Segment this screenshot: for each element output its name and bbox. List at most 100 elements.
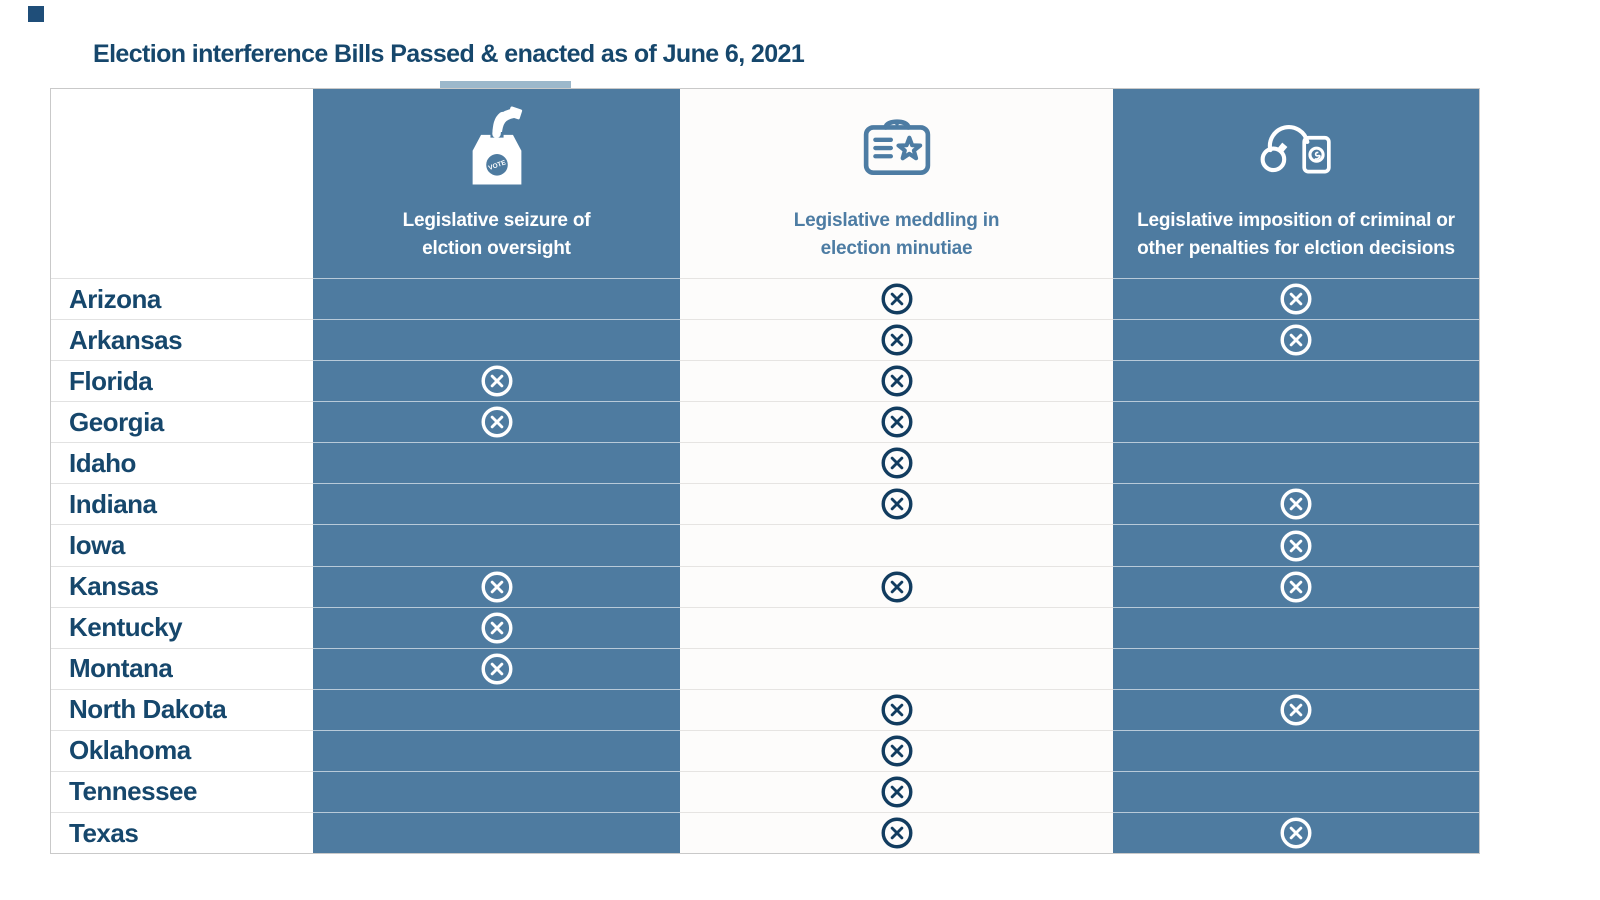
- state-label: Florida: [69, 365, 153, 396]
- table-row: Arizona: [51, 278, 1479, 320]
- page-title: Election interference Bills Passed & ena…: [93, 40, 805, 68]
- penalties-cell: [1113, 688, 1479, 730]
- seizure-cell: [313, 688, 680, 730]
- table-body: Arizona Arkansas Florida: [51, 278, 1479, 854]
- circled-x-icon: [881, 776, 912, 808]
- state-label: Kansas: [69, 571, 159, 602]
- circled-x-icon: [481, 612, 512, 644]
- seizure-cell: [313, 360, 680, 402]
- penalties-cell: [1113, 278, 1479, 320]
- penalties-cell: [1113, 319, 1479, 361]
- state-label: Tennessee: [69, 776, 197, 807]
- state-label: Iowa: [69, 530, 125, 560]
- seizure-cell: [313, 524, 680, 566]
- state-label: Oklahoma: [69, 735, 191, 766]
- circled-x-icon: [481, 406, 512, 438]
- meddling-cell: [680, 442, 1113, 484]
- circled-x-icon: [881, 447, 912, 479]
- penalties-cell: [1113, 812, 1479, 854]
- meddling-cell: [680, 812, 1113, 854]
- state-cell: Idaho: [51, 442, 313, 484]
- column-label: Legislative seizure of elction oversight: [402, 210, 591, 259]
- state-label: Texas: [69, 817, 139, 848]
- seizure-cell: [313, 647, 680, 689]
- state-cell: Montana: [51, 647, 313, 689]
- meddling-cell: [680, 278, 1113, 320]
- seizure-cell: [313, 442, 680, 484]
- table-row: Idaho: [51, 442, 1479, 484]
- state-cell: Indiana: [51, 483, 313, 525]
- state-label: Arizona: [69, 283, 161, 314]
- column-label: Legislative meddling in election minutia…: [793, 210, 1000, 259]
- circled-x-icon: [881, 283, 912, 315]
- penalties-cell: [1113, 483, 1479, 525]
- column-header-penalties: Legislative imposition of criminal or ot…: [1113, 89, 1479, 279]
- seizure-cell: [313, 401, 680, 443]
- column-header-meddling: Legislative meddling in election minutia…: [680, 89, 1113, 279]
- circled-x-icon: [881, 406, 912, 438]
- state-cell: Tennessee: [51, 770, 313, 813]
- state-cell: Texas: [51, 812, 313, 854]
- decorative-square: [28, 6, 44, 22]
- state-cell: Kentucky: [51, 606, 313, 648]
- penalties-cell: [1113, 770, 1479, 813]
- circled-x-icon: [881, 817, 912, 849]
- table-row: Arkansas: [51, 319, 1479, 361]
- circled-x-icon: [1280, 571, 1312, 603]
- corner-cell: [51, 89, 313, 279]
- meddling-cell: [680, 729, 1113, 771]
- table-header-row: VOTE Legislative seizure of elction over…: [51, 89, 1479, 279]
- circled-x-icon: [1280, 488, 1312, 520]
- table-row: Georgia: [51, 401, 1479, 443]
- circled-x-icon: [1280, 283, 1312, 315]
- circled-x-icon: [481, 365, 512, 397]
- table-row: Montana: [51, 647, 1479, 689]
- state-cell: Iowa: [51, 524, 313, 566]
- table-row: Florida: [51, 360, 1479, 402]
- state-cell: Georgia: [51, 401, 313, 443]
- circled-x-icon: [1280, 324, 1312, 356]
- meddling-cell: [680, 360, 1113, 402]
- clipboard-star-icon: [862, 99, 932, 195]
- penalties-cell: [1113, 401, 1479, 443]
- circled-x-icon: [481, 653, 512, 685]
- meddling-cell: [680, 606, 1113, 648]
- circled-x-icon: [881, 324, 912, 356]
- state-label: North Dakota: [69, 694, 227, 725]
- penalties-cell: [1113, 729, 1479, 771]
- seizure-cell: [313, 606, 680, 648]
- decorative-top-bar: [440, 81, 571, 89]
- column-label: Legislative imposition of criminal or ot…: [1137, 210, 1455, 259]
- meddling-cell: [680, 770, 1113, 813]
- meddling-cell: [680, 647, 1113, 689]
- seizure-cell: [313, 729, 680, 771]
- state-cell: Kansas: [51, 565, 313, 607]
- state-cell: Arkansas: [51, 319, 313, 361]
- circled-x-icon: [481, 571, 512, 603]
- meddling-cell: [680, 524, 1113, 566]
- state-cell: Florida: [51, 360, 313, 402]
- state-label: Arkansas: [69, 324, 183, 355]
- ballot-box-icon: VOTE: [467, 99, 527, 195]
- table-row: Kentucky: [51, 606, 1479, 648]
- circled-x-icon: [881, 694, 912, 726]
- penalties-cell: [1113, 524, 1479, 566]
- table-row: Texas: [51, 812, 1479, 854]
- table-row: Oklahoma: [51, 729, 1479, 771]
- meddling-cell: [680, 688, 1113, 730]
- circled-x-icon: [1280, 530, 1312, 561]
- meddling-cell: [680, 565, 1113, 607]
- seizure-cell: [313, 812, 680, 854]
- circled-x-icon: [881, 365, 912, 397]
- handcuffs-money-icon: [1257, 99, 1335, 195]
- bills-table: VOTE Legislative seizure of elction over…: [50, 88, 1480, 854]
- table-row: Indiana: [51, 483, 1479, 525]
- state-label: Indiana: [69, 488, 157, 519]
- meddling-cell: [680, 483, 1113, 525]
- table-row: Kansas: [51, 565, 1479, 607]
- state-cell: North Dakota: [51, 688, 313, 730]
- seizure-cell: [313, 565, 680, 607]
- seizure-cell: [313, 483, 680, 525]
- circled-x-icon: [881, 571, 912, 603]
